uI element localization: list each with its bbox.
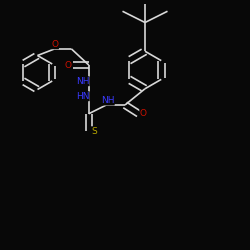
Text: O: O bbox=[52, 40, 59, 49]
Text: O: O bbox=[140, 109, 147, 118]
Text: O: O bbox=[64, 60, 71, 70]
Text: NH: NH bbox=[101, 96, 114, 105]
Text: HN: HN bbox=[76, 92, 89, 101]
Text: S: S bbox=[91, 127, 96, 136]
Text: NH: NH bbox=[76, 77, 89, 86]
